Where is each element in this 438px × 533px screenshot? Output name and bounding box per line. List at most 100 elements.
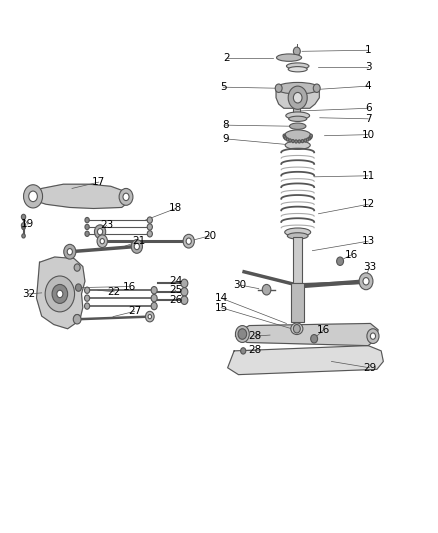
Text: 16: 16 [345, 250, 358, 260]
Text: 15: 15 [215, 303, 228, 313]
Circle shape [363, 278, 369, 285]
Text: 12: 12 [361, 199, 375, 209]
Text: 20: 20 [203, 231, 216, 241]
Circle shape [85, 295, 90, 301]
Text: 8: 8 [222, 120, 229, 130]
Ellipse shape [291, 323, 303, 335]
Text: 25: 25 [169, 285, 182, 295]
Circle shape [304, 139, 307, 142]
Text: 5: 5 [220, 82, 226, 92]
Circle shape [98, 229, 102, 235]
Circle shape [22, 234, 25, 238]
Bar [291, 284, 304, 322]
Circle shape [275, 84, 282, 92]
Text: 1: 1 [365, 45, 371, 55]
Text: 29: 29 [363, 363, 376, 373]
Circle shape [74, 264, 80, 271]
Text: 13: 13 [361, 236, 375, 246]
Ellipse shape [284, 130, 311, 141]
Circle shape [238, 329, 247, 340]
Circle shape [295, 140, 297, 143]
Polygon shape [236, 324, 378, 345]
Circle shape [239, 330, 245, 338]
Circle shape [181, 279, 188, 288]
Circle shape [310, 134, 312, 138]
Polygon shape [228, 345, 383, 375]
Circle shape [307, 138, 309, 141]
Circle shape [123, 193, 129, 200]
Ellipse shape [286, 63, 309, 69]
Text: 2: 2 [223, 53, 230, 63]
Circle shape [151, 294, 157, 302]
Circle shape [286, 138, 289, 141]
Text: 33: 33 [363, 262, 376, 271]
Text: 14: 14 [215, 293, 228, 303]
Circle shape [371, 333, 375, 340]
Polygon shape [36, 257, 85, 329]
Circle shape [85, 231, 89, 237]
Circle shape [85, 303, 90, 309]
Text: 7: 7 [365, 114, 371, 124]
Circle shape [309, 135, 312, 139]
Circle shape [147, 231, 152, 237]
Circle shape [183, 235, 194, 248]
Circle shape [119, 189, 133, 205]
Circle shape [298, 140, 300, 143]
Text: 9: 9 [222, 134, 229, 144]
Text: 11: 11 [361, 171, 375, 181]
Circle shape [285, 137, 287, 140]
Text: 16: 16 [123, 281, 136, 292]
Text: 27: 27 [128, 306, 141, 316]
Circle shape [289, 139, 291, 142]
Ellipse shape [276, 83, 319, 94]
Circle shape [151, 287, 157, 294]
Circle shape [262, 285, 271, 295]
Ellipse shape [285, 141, 310, 149]
Circle shape [151, 302, 157, 310]
Circle shape [21, 214, 26, 220]
Circle shape [75, 284, 81, 292]
Circle shape [283, 135, 286, 139]
Circle shape [52, 285, 67, 303]
Text: 16: 16 [317, 325, 330, 335]
Circle shape [367, 329, 379, 343]
Circle shape [148, 314, 152, 319]
Polygon shape [276, 88, 319, 108]
Circle shape [22, 225, 25, 230]
Text: 6: 6 [365, 103, 371, 114]
Circle shape [181, 288, 188, 296]
Ellipse shape [286, 112, 310, 119]
Circle shape [85, 287, 90, 293]
Ellipse shape [276, 54, 302, 61]
Ellipse shape [285, 228, 311, 237]
Circle shape [283, 134, 286, 138]
Circle shape [29, 191, 37, 201]
Circle shape [145, 311, 154, 322]
Bar [293, 99, 300, 114]
Circle shape [131, 240, 142, 253]
Text: 24: 24 [169, 276, 182, 286]
Circle shape [21, 223, 26, 228]
Circle shape [85, 217, 89, 223]
Circle shape [186, 238, 191, 244]
Circle shape [292, 140, 294, 143]
Circle shape [134, 243, 139, 249]
Circle shape [74, 314, 80, 322]
Text: 28: 28 [248, 331, 261, 341]
Circle shape [147, 217, 152, 223]
Circle shape [45, 276, 74, 312]
Ellipse shape [288, 67, 307, 72]
Ellipse shape [287, 233, 308, 239]
Circle shape [313, 84, 320, 92]
Circle shape [293, 325, 300, 333]
Circle shape [64, 244, 76, 259]
Circle shape [85, 224, 89, 230]
Text: 21: 21 [132, 236, 145, 246]
Ellipse shape [290, 123, 306, 130]
Circle shape [95, 225, 106, 239]
Ellipse shape [289, 116, 307, 122]
Text: 4: 4 [365, 81, 371, 91]
Circle shape [97, 235, 107, 247]
Text: 26: 26 [169, 295, 182, 305]
Text: 30: 30 [233, 280, 246, 290]
